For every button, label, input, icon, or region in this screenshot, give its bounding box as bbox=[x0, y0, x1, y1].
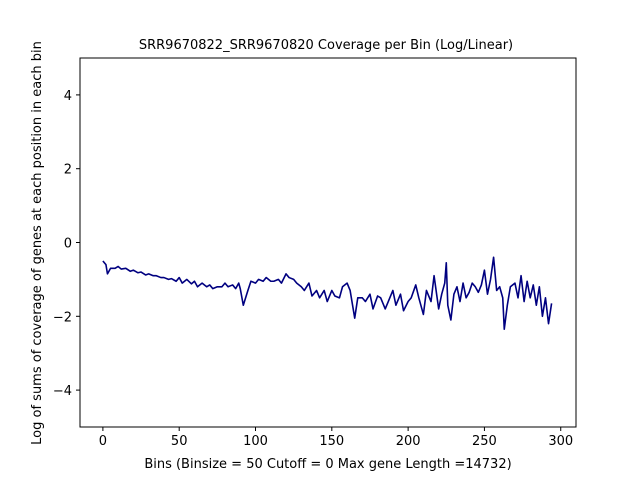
coverage-line-series-0 bbox=[102, 256, 553, 331]
x-tick-label: 300 bbox=[548, 434, 573, 449]
y-tick-label: 2 bbox=[64, 163, 72, 178]
y-tick-label: −4 bbox=[53, 384, 72, 399]
x-axis: 0 50 100 150 200 250 300 bbox=[99, 427, 573, 449]
x-axis-label: Bins (Binsize = 50 Cutoff = 0 Max gene L… bbox=[144, 457, 511, 472]
y-tick-label: 0 bbox=[64, 237, 72, 252]
x-tick-label: 250 bbox=[472, 434, 497, 449]
x-tick-label: 50 bbox=[171, 434, 188, 449]
x-tick-label: 0 bbox=[99, 434, 107, 449]
chart-title: SRR9670822_SRR9670820 Coverage per Bin (… bbox=[139, 38, 513, 53]
x-tick-label: 100 bbox=[243, 434, 268, 449]
plot-area bbox=[102, 256, 553, 331]
y-tick-label: −2 bbox=[53, 310, 72, 325]
y-tick-label: 4 bbox=[64, 89, 72, 104]
x-tick-label: 150 bbox=[319, 434, 344, 449]
y-axis: −4 −2 0 2 4 bbox=[53, 89, 80, 399]
x-tick-label: 200 bbox=[396, 434, 421, 449]
y-axis-label: Log of sums of coverage of genes at each… bbox=[30, 41, 45, 445]
